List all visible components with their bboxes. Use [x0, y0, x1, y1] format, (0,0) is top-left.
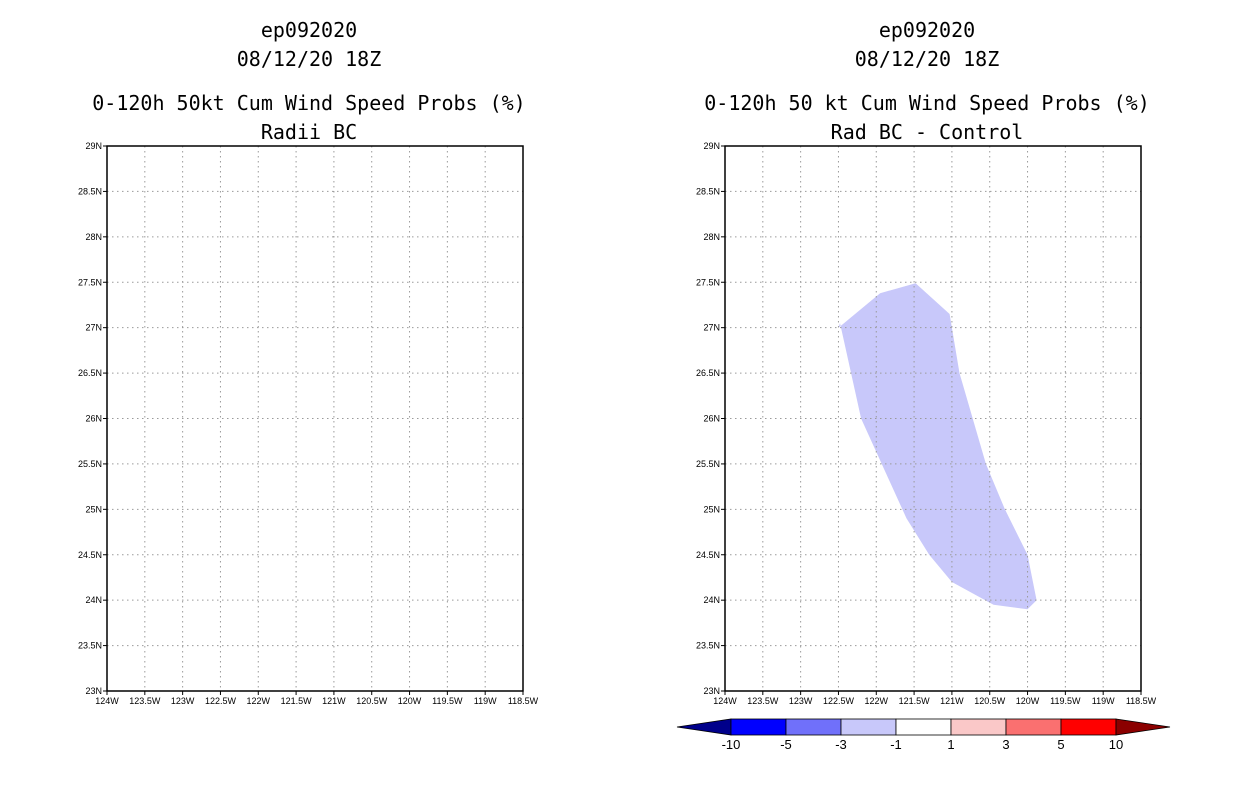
- y-tick-label: 26.5N: [696, 368, 720, 378]
- x-tick-label: 123.5W: [747, 696, 779, 706]
- x-tick-label: 121.5W: [281, 696, 313, 706]
- y-tick-label: 24.5N: [696, 550, 720, 560]
- colorbar-label: -1: [890, 737, 902, 752]
- colorbar-segment: [895, 718, 952, 736]
- x-tick-label: 122.5W: [823, 696, 855, 706]
- colorbar-label: 10: [1109, 737, 1123, 752]
- y-tick-label: 23.5N: [696, 641, 720, 651]
- x-tick-label: 124W: [95, 696, 119, 706]
- y-tick-label: 29N: [85, 141, 102, 151]
- left-title-datetime: 08/12/20 18Z: [237, 47, 382, 71]
- colorbar-segment: [785, 718, 842, 736]
- y-tick-label: 24N: [703, 595, 720, 605]
- y-tick-label: 27.5N: [696, 277, 720, 287]
- left-title-product: 0-120h 50kt Cum Wind Speed Probs (%): [92, 91, 525, 115]
- x-tick-label: 118.5W: [1126, 696, 1157, 706]
- y-tick-label: 26N: [703, 414, 720, 424]
- colorbar-label: -3: [835, 737, 847, 752]
- x-tick-label: 121W: [322, 696, 346, 706]
- colorbar: -10 -5 -3 -1 1 3 5 10: [676, 718, 1171, 752]
- x-tick-label: 123.5W: [129, 696, 161, 706]
- x-tick-label: 119.5W: [1050, 696, 1081, 706]
- x-tick-label: 122.5W: [205, 696, 237, 706]
- colorbar-segment: [1060, 718, 1117, 736]
- left-map-panel: 124W 123.5W 123W 122.5W 122W 121.5W 121W 120.5W…: [78, 141, 539, 706]
- x-tick-label: 124W: [713, 696, 737, 706]
- colorbar-label: 1: [947, 737, 954, 752]
- colorbar-lower-arrow: [676, 718, 732, 736]
- right-map-panel: 124W 123.5W 123W 122.5W 122W 121.5W 121W 120.5W…: [696, 141, 1157, 706]
- right-title-subtitle: Rad BC - Control: [831, 120, 1024, 144]
- left-title-storm-id: ep092020: [261, 18, 357, 42]
- y-tick-label: 25.5N: [78, 459, 102, 469]
- colorbar-upper-arrow: [1115, 718, 1171, 736]
- x-tick-label: 120.5W: [974, 696, 1006, 706]
- y-tick-label: 27N: [85, 323, 102, 333]
- right-title-storm-id: ep092020: [879, 18, 975, 42]
- x-tick-label: 121.5W: [899, 696, 931, 706]
- y-tick-label: 25N: [703, 504, 720, 514]
- y-tick-label: 28.5N: [696, 186, 720, 196]
- map-frame: [106, 145, 524, 692]
- x-tick-label: 122W: [865, 696, 889, 706]
- colorbar-segment: [950, 718, 1007, 736]
- y-tick-label: 25.5N: [696, 459, 720, 469]
- left-title-subtitle: Radii BC: [261, 120, 357, 144]
- x-tick-label: 119W: [474, 696, 497, 706]
- x-tick-label: 119.5W: [432, 696, 463, 706]
- x-tick-label: 122W: [247, 696, 271, 706]
- colorbar-label: 3: [1002, 737, 1009, 752]
- y-tick-label: 25N: [85, 504, 102, 514]
- colorbar-segment: [840, 718, 897, 736]
- y-tick-label: 28.5N: [78, 186, 102, 196]
- y-tick-label: 28N: [703, 232, 720, 242]
- y-tick-label: 23N: [85, 686, 102, 696]
- y-tick-label: 27N: [703, 323, 720, 333]
- y-tick-label: 28N: [85, 232, 102, 242]
- x-tick-label: 118.5W: [508, 696, 539, 706]
- right-title-product: 0-120h 50 kt Cum Wind Speed Probs (%): [704, 91, 1150, 115]
- y-tick-label: 27.5N: [78, 277, 102, 287]
- y-tick-label: 26.5N: [78, 368, 102, 378]
- y-tick-label: 24N: [85, 595, 102, 605]
- x-tick-label: 123W: [789, 696, 813, 706]
- x-tick-label: 120.5W: [356, 696, 388, 706]
- x-tick-label: 120W: [398, 696, 422, 706]
- colorbar-label: -5: [780, 737, 792, 752]
- colorbar-segment: [1005, 718, 1062, 736]
- y-tick-label: 26N: [85, 414, 102, 424]
- y-tick-label: 29N: [703, 141, 720, 151]
- colorbar-segment: [730, 718, 787, 736]
- x-tick-label: 121W: [940, 696, 964, 706]
- prob-diff-region-0: [838, 283, 1037, 610]
- colorbar-label: 5: [1057, 737, 1064, 752]
- y-tick-label: 23N: [703, 686, 720, 696]
- y-tick-label: 23.5N: [78, 641, 102, 651]
- colorbar-label: -10: [722, 737, 741, 752]
- right-title-datetime: 08/12/20 18Z: [855, 47, 1000, 71]
- y-tick-label: 24.5N: [78, 550, 102, 560]
- x-tick-label: 123W: [171, 696, 195, 706]
- x-tick-label: 119W: [1092, 696, 1115, 706]
- x-tick-label: 120W: [1016, 696, 1040, 706]
